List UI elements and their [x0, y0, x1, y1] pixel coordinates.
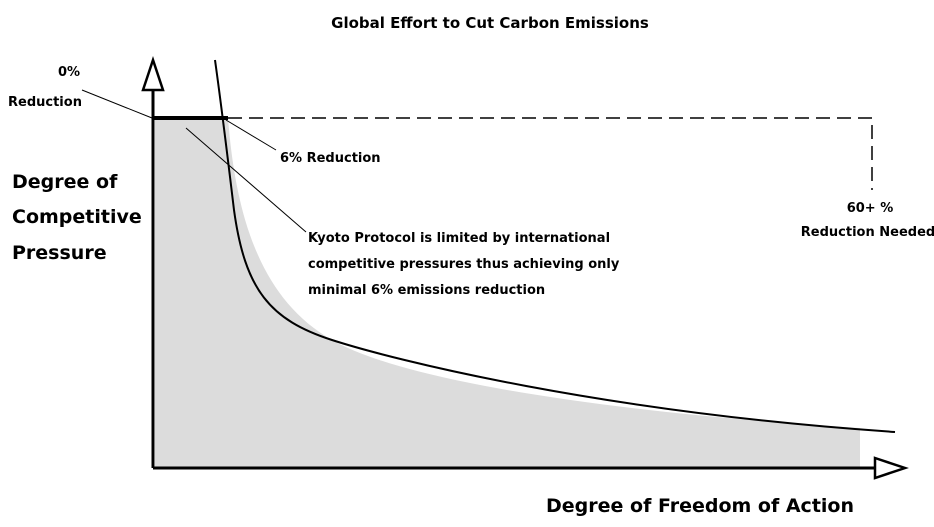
annotation: 6% Reduction	[280, 151, 381, 166]
leader	[185, 127, 307, 233]
target-level	[228, 117, 873, 190]
y-arrow	[141, 56, 165, 92]
leader	[225, 119, 277, 151]
x-arrow	[873, 456, 909, 480]
annotation: 0%	[58, 65, 80, 80]
annotation: Reduction	[8, 95, 82, 110]
title: Global Effort to Cut Carbon Emissions	[331, 14, 649, 32]
y-axis-label: Pressure	[12, 242, 107, 264]
x-axis-label: Degree of Freedom of Action	[546, 495, 854, 517]
annotation: competitive pressures thus achieving onl…	[308, 257, 620, 272]
annotation: Kyoto Protocol is limited by internation…	[308, 231, 610, 246]
y-axis-label: Degree of	[12, 171, 118, 193]
y-axis-label: Competitive	[12, 206, 142, 228]
annotation: Reduction Needed	[801, 225, 934, 240]
leader	[81, 89, 153, 119]
annotation: 60+ %	[847, 201, 894, 216]
area	[155, 118, 860, 468]
annotation: minimal 6% emissions reduction	[308, 283, 545, 298]
curve	[214, 59, 896, 433]
